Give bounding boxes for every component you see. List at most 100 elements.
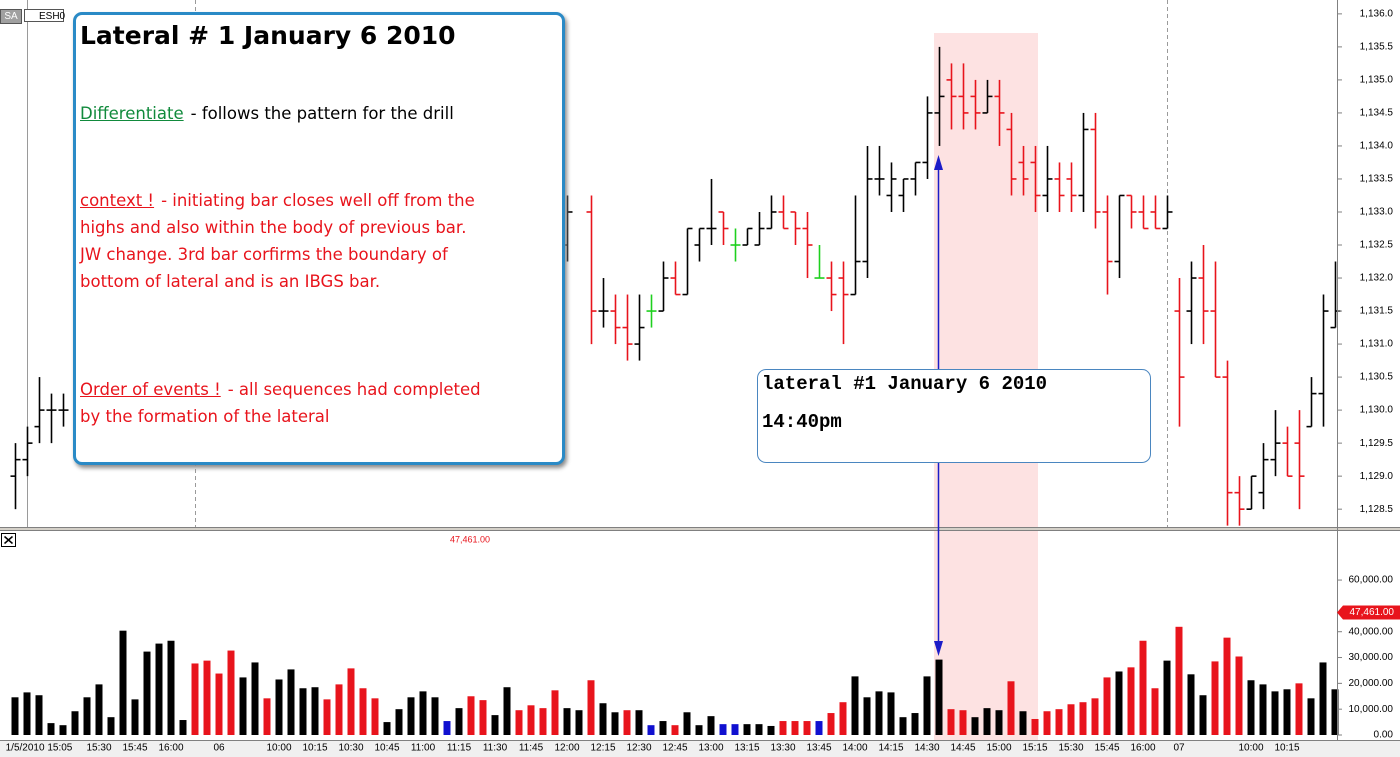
volume-bar: [575, 710, 583, 735]
x-tick-label: 11:00: [411, 743, 436, 754]
volume-bar: [851, 676, 859, 735]
note-text: highs and also within the body of previo…: [80, 218, 467, 237]
x-tick-label: 12:00: [554, 743, 579, 754]
volume-bar: [395, 709, 403, 735]
close-panel-button[interactable]: [1, 533, 16, 547]
x-tick-label: 15:45: [1094, 743, 1119, 754]
callout-box: [757, 369, 1151, 463]
volume-bar: [587, 680, 595, 735]
volume-bar: [539, 708, 547, 735]
volume-bar: [479, 700, 487, 735]
x-tick-label: 06: [213, 743, 225, 754]
volume-bar: [611, 712, 619, 735]
volume-bar: [491, 715, 499, 735]
x-tick-label: 13:15: [734, 743, 759, 754]
volume-bar: [503, 687, 511, 735]
volume-bar: [119, 630, 127, 735]
volume-bar: [335, 684, 343, 735]
time-axis-strip: [0, 740, 1400, 757]
volume-bar: [731, 724, 739, 735]
volume-bar: [863, 697, 871, 735]
volume-bar: [1079, 702, 1087, 735]
volume-bar: [1283, 689, 1291, 735]
volume-bar: [875, 691, 883, 735]
volume-bar: [515, 710, 523, 735]
volume-bar: [203, 660, 211, 735]
y-tick-label: 1,132.0: [1360, 273, 1394, 284]
volume-bar: [35, 695, 43, 735]
y-tick-label: 1,134.5: [1360, 108, 1394, 119]
volume-bar: [1019, 711, 1027, 735]
volume-bar: [1163, 660, 1171, 735]
x-tick-label: 10:00: [266, 743, 291, 754]
volume-bar: [107, 717, 115, 735]
x-tick-label: 12:45: [662, 743, 687, 754]
volume-bar: [1247, 680, 1255, 735]
volume-bar: [1055, 709, 1063, 735]
volume-bar: [947, 709, 955, 735]
x-tick-label: 11:30: [483, 743, 508, 754]
volume-bar: [623, 710, 631, 735]
symbol-tag[interactable]: SA: [0, 9, 22, 24]
y-tick-label: 20,000.00: [1349, 678, 1394, 689]
volume-bar: [743, 724, 751, 735]
y-tick-label: 1,129.0: [1360, 471, 1394, 482]
x-tick-label: 16:00: [1130, 743, 1155, 754]
volume-bar: [155, 643, 163, 735]
volume-bar: [323, 699, 331, 735]
volume-bar: [791, 721, 799, 735]
volume-bar: [467, 696, 475, 735]
volume-bar: [383, 722, 391, 735]
volume-bar: [959, 710, 967, 735]
x-tick-label: 15:00: [986, 743, 1011, 754]
y-tick-label: 1,136.0: [1360, 9, 1394, 20]
volume-bar: [887, 692, 895, 735]
panel-separator: [0, 527, 1400, 531]
note-text: by the formation of the lateral: [80, 407, 330, 426]
volume-bar: [1115, 671, 1123, 735]
volume-bar: [95, 684, 103, 735]
x-tick-label: 13:00: [698, 743, 723, 754]
volume-bar: [755, 724, 763, 735]
y-tick-label: 30,000.00: [1349, 652, 1394, 663]
x-tick-label: 14:45: [950, 743, 975, 754]
y-tick-label: 1,133.5: [1360, 174, 1394, 185]
note-text: - initiating bar closes well off from th…: [161, 191, 475, 210]
volume-bar: [695, 725, 703, 735]
volume-bar: [1031, 718, 1039, 735]
y-tick-label: 60,000.00: [1349, 575, 1394, 586]
x-tick-label: 15:30: [1058, 743, 1083, 754]
y-tick-label: 0.00: [1374, 730, 1394, 741]
y-tick-label: 1,131.0: [1360, 339, 1394, 350]
volume-bar: [767, 725, 775, 735]
volume-bar: [1211, 661, 1219, 735]
volume-bar: [527, 705, 535, 735]
volume-bar: [635, 710, 643, 735]
x-tick-label: 10:30: [338, 743, 363, 754]
close-glyph[interactable]: [4, 535, 13, 545]
volume-bar: [719, 724, 727, 735]
volume-bar: [299, 688, 307, 735]
volume-bar: [143, 651, 151, 735]
volume-bar: [1319, 662, 1327, 735]
x-tick-label: 15:30: [86, 743, 111, 754]
note-text: JW change. 3rd bar corfirms the boundary…: [80, 245, 448, 264]
volume-bar: [815, 721, 823, 735]
x-tick-label: 12:15: [590, 743, 615, 754]
volume-bar: [1235, 656, 1243, 735]
y-tick-label: 1,130.5: [1360, 372, 1394, 383]
volume-bar: [647, 725, 655, 735]
volume-bar: [551, 690, 559, 735]
note-line: Differentiate - follows the pattern for t…: [80, 100, 454, 127]
note-lead: Differentiate: [80, 104, 184, 123]
volume-bar: [239, 677, 247, 735]
volume-bar: [899, 717, 907, 735]
volume-bar: [827, 713, 835, 735]
symbol[interactable]: ESH0: [24, 9, 65, 22]
y-tick-label: 10,000.00: [1349, 704, 1394, 715]
volume-bar: [251, 662, 259, 735]
x-tick-label: 11:45: [519, 743, 544, 754]
volume-bar: [359, 688, 367, 735]
note-line: Order of events ! - all sequences had com…: [80, 376, 481, 403]
